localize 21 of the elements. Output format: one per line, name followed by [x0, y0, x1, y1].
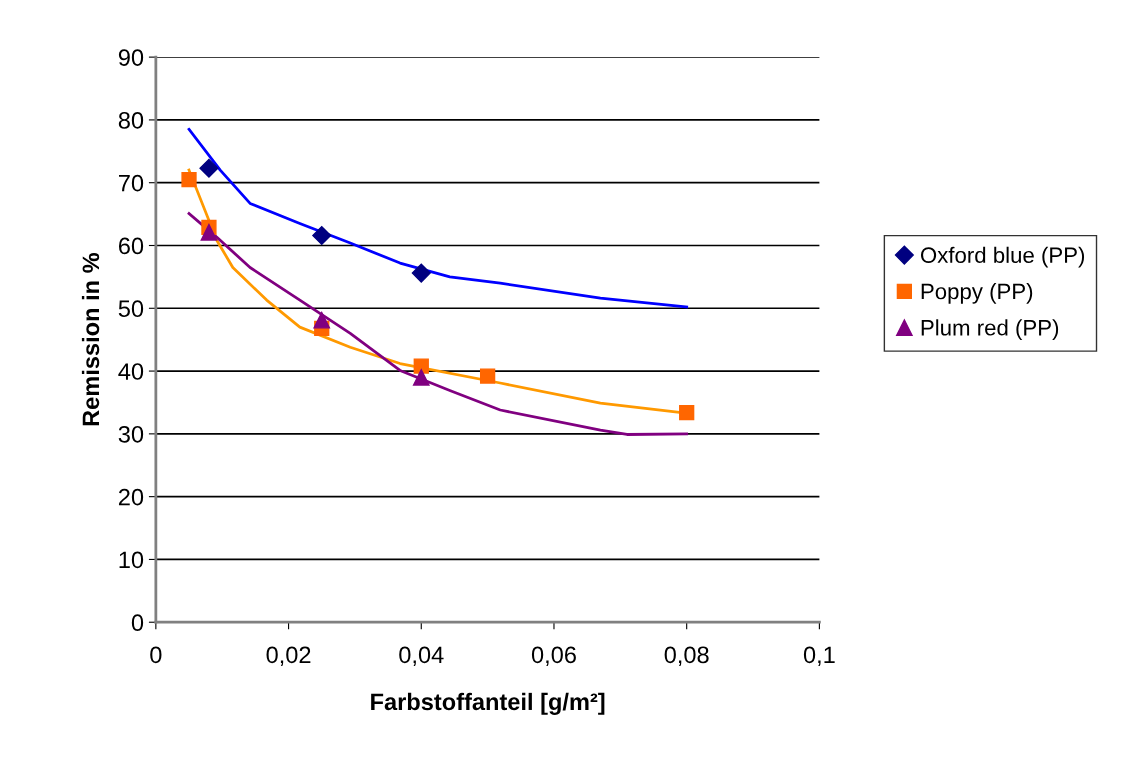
- y-tick-label: 70: [119, 174, 144, 192]
- y-tick-label: 20: [118, 488, 144, 506]
- x-tick-label: 0,02: [266, 646, 311, 666]
- y-tick-label: 30: [118, 425, 144, 443]
- x-tick-label: 0,04: [399, 646, 444, 666]
- legend-label: Poppy (PP): [921, 283, 1033, 304]
- y-tick-label: 60: [118, 237, 144, 255]
- legend-label: Plum red (PP): [921, 319, 1059, 340]
- y-axis-title: Remission in %: [81, 253, 100, 426]
- legend-label: Oxford blue (PP): [920, 246, 1085, 268]
- y-tick-label: 80: [118, 111, 144, 129]
- x-tick-label: 0,08: [664, 646, 709, 666]
- y-tick-label: 0: [131, 614, 144, 632]
- x-tick-label: 0: [150, 646, 162, 664]
- x-tick-label: 0,1: [803, 646, 835, 666]
- y-tick-label: 10: [119, 551, 144, 569]
- x-axis-title: Farbstoffanteil [g/m²]: [371, 692, 605, 715]
- x-tick-label: 0,06: [531, 646, 576, 666]
- y-tick-label: 90: [118, 49, 144, 66]
- y-tick-label: 40: [118, 363, 144, 380]
- y-tick-label: 50: [118, 300, 144, 318]
